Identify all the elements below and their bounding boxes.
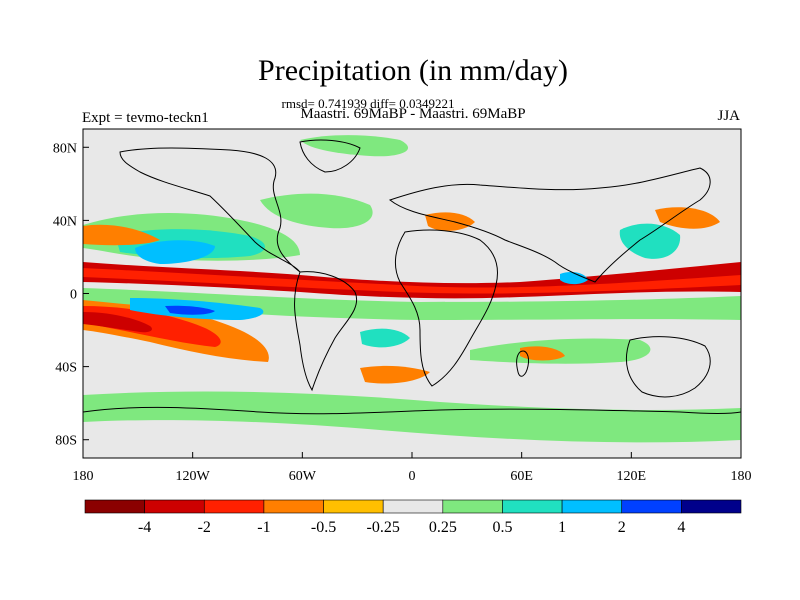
colorbar-label: -0.5: [311, 519, 336, 536]
comparison-label: Maastri. 69MaBP - Maastri. 69MaBP: [300, 106, 526, 122]
colorbar-label: 1: [558, 519, 566, 536]
anomaly-band-central-pacific-darkblue: [165, 305, 215, 315]
coast-europe-asia: [388, 167, 711, 283]
anomaly-band-south-indian-green: [470, 338, 651, 364]
colorbar-swatch: [84, 499, 145, 514]
lat-tick-label: 40S: [55, 361, 77, 376]
coast-south-america: [294, 271, 358, 392]
coast-australia: [626, 336, 711, 398]
colorbar-swatch: [561, 499, 623, 514]
lon-tick-label: 120E: [617, 469, 647, 484]
anomaly-band-mediterranean-orange: [425, 212, 475, 231]
colorbar-label: 4: [677, 519, 685, 536]
anomaly-band-north-pacific-blue: [135, 240, 215, 264]
lon-tick-label: 0: [409, 469, 416, 484]
map-title: Precipitation (in mm/day): [258, 54, 568, 87]
colorbar-swatch: [144, 499, 205, 514]
colorbar-label: 2: [618, 519, 626, 536]
lon-tick-label: 120W: [176, 469, 211, 484]
colorbar-swatch: [681, 499, 742, 514]
colorbar-swatch: [621, 499, 682, 514]
colorbar-label: -0.25: [367, 519, 400, 536]
latitude-axis: 80N 40N 0 40S 80S: [53, 141, 89, 449]
lon-tick-label: 180: [731, 469, 752, 484]
anomaly-band-north-atlantic-green: [260, 193, 373, 229]
anomaly-band-southern-ocean-green: [83, 391, 741, 443]
anomaly-band-northwest-pacific-orange: [655, 207, 720, 229]
colorbar-label: -4: [138, 519, 151, 536]
coastlines: [83, 139, 741, 415]
colorbar-swatch: [382, 499, 444, 514]
lon-tick-label: 60E: [510, 469, 533, 484]
season-label: JJA: [717, 108, 740, 124]
colorbar-swatch: [323, 499, 384, 514]
precip-field: [83, 129, 741, 458]
lat-tick-label: 40N: [53, 214, 77, 229]
colorbar: -4 -2 -1 -0.5 -0.25 0.25 0.5 1 2 4: [84, 499, 742, 536]
coast-africa: [394, 229, 498, 387]
lat-tick-label: 0: [70, 288, 77, 303]
anomaly-band-west-pacific-teal: [619, 223, 681, 259]
colorbar-swatch: [442, 499, 503, 514]
colorbar-label: -1: [257, 519, 270, 536]
lat-tick-label: 80N: [53, 141, 77, 156]
coast-greenland: [299, 139, 361, 173]
anomaly-band-south-atlantic-orange: [360, 365, 430, 384]
coast-antarctica: [83, 406, 741, 415]
experiment-label: Expt = tevmo-teckn1: [82, 110, 209, 126]
anomaly-band-north-equatorial-core: [83, 268, 741, 294]
anomaly-band-south-indian-orange: [520, 346, 565, 361]
anomaly-band-south-pacific-darkred: [83, 312, 152, 333]
lat-tick-label: 80S: [55, 434, 77, 449]
colorbar-swatch: [203, 499, 265, 514]
colorbar-swatch: [502, 499, 563, 514]
colorbar-swatch: [263, 499, 324, 514]
colorbar-label: 0.25: [429, 519, 457, 536]
colorbar-label: -2: [198, 519, 211, 536]
stats-line: rmsd= 0.741939 diff= 0.0349221: [281, 96, 455, 111]
anomaly-band-south-atlantic-teal: [360, 328, 410, 348]
anomaly-band-bay-of-bengal-blue: [560, 272, 588, 285]
anomaly-band-north-pacific-orange: [83, 224, 160, 246]
coast-madagascar: [516, 350, 529, 377]
lon-tick-label: 180: [73, 469, 94, 484]
lon-tick-label: 60W: [289, 469, 317, 484]
colorbar-label: 0.5: [492, 519, 512, 536]
longitude-axis: 180 120W 60W 0 60E 120E 180: [73, 452, 752, 484]
